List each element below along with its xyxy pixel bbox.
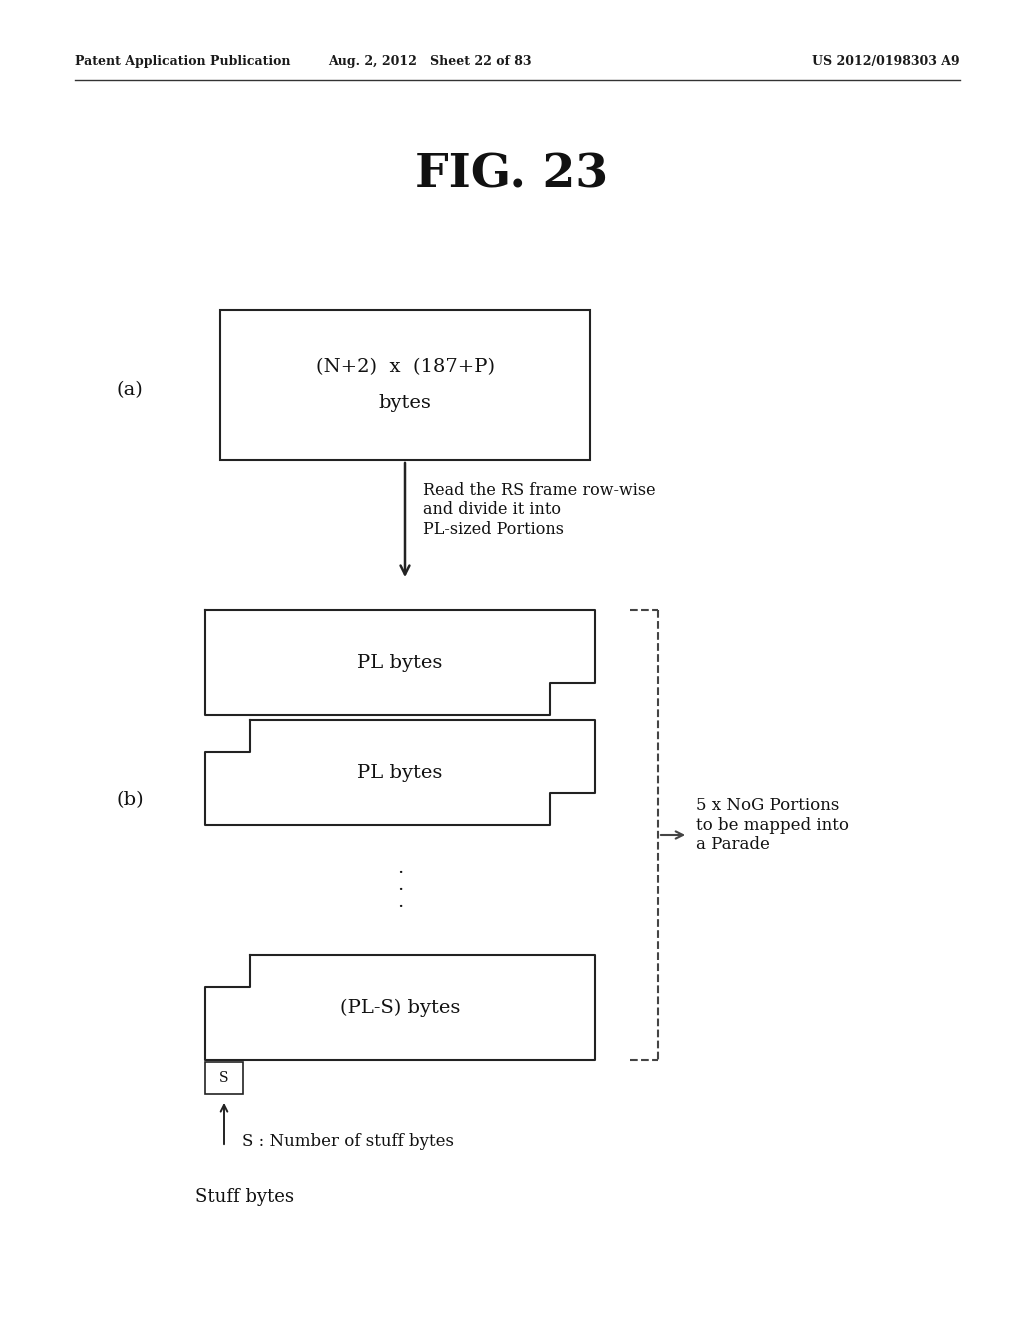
Text: Stuff bytes: Stuff bytes <box>195 1188 294 1206</box>
Text: .
.
.: . . . <box>397 859 403 911</box>
Text: Read the RS frame row-wise
and divide it into
PL-sized Portions: Read the RS frame row-wise and divide it… <box>423 482 655 539</box>
Text: PL bytes: PL bytes <box>357 653 442 672</box>
Text: S : Number of stuff bytes: S : Number of stuff bytes <box>242 1134 454 1151</box>
Text: FIG. 23: FIG. 23 <box>416 152 608 198</box>
Text: US 2012/0198303 A9: US 2012/0198303 A9 <box>812 55 961 69</box>
Text: bytes: bytes <box>379 393 431 412</box>
Text: S: S <box>219 1071 228 1085</box>
Text: (b): (b) <box>116 791 143 809</box>
Text: (PL-S) bytes: (PL-S) bytes <box>340 998 460 1016</box>
Text: Aug. 2, 2012   Sheet 22 of 83: Aug. 2, 2012 Sheet 22 of 83 <box>329 55 531 69</box>
Text: (N+2)  x  (187+P): (N+2) x (187+P) <box>315 358 495 376</box>
Text: Patent Application Publication: Patent Application Publication <box>75 55 291 69</box>
Text: PL bytes: PL bytes <box>357 763 442 781</box>
Text: 5 x NoG Portions
to be mapped into
a Parade: 5 x NoG Portions to be mapped into a Par… <box>696 797 849 853</box>
Bar <box>205 1063 243 1094</box>
Bar <box>220 310 590 459</box>
Text: (a): (a) <box>117 381 143 399</box>
